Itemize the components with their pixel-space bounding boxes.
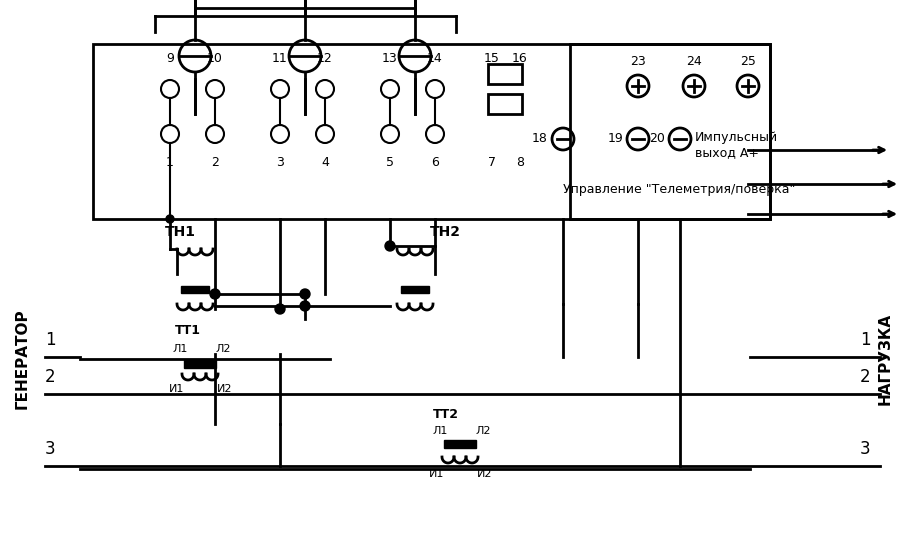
Text: 3: 3 — [276, 156, 284, 169]
Text: 15: 15 — [484, 52, 500, 65]
Text: ГЕНЕРАТОР: ГЕНЕРАТОР — [15, 309, 29, 409]
Text: И2: И2 — [217, 384, 233, 394]
Text: 4: 4 — [321, 156, 329, 169]
Text: И1: И1 — [169, 384, 185, 394]
Circle shape — [385, 241, 395, 251]
Text: 14: 14 — [427, 52, 443, 65]
Text: 11: 11 — [272, 52, 288, 65]
Text: Импульсный
выход А+: Импульсный выход А+ — [695, 131, 778, 159]
Bar — [488, 64, 522, 84]
Text: 8: 8 — [516, 156, 524, 169]
Bar — [401, 285, 429, 293]
Text: 6: 6 — [431, 156, 439, 169]
Text: ТН2: ТН2 — [430, 225, 461, 239]
Text: 13: 13 — [382, 52, 398, 65]
Text: Л1: Л1 — [172, 344, 187, 354]
Text: ТТ1: ТТ1 — [175, 325, 201, 337]
Text: 5: 5 — [386, 156, 394, 169]
Circle shape — [300, 301, 310, 311]
Text: Л1: Л1 — [432, 426, 448, 436]
Text: ТТ2: ТТ2 — [433, 408, 459, 420]
Text: 23: 23 — [630, 55, 646, 68]
Bar — [444, 440, 476, 448]
Text: НАГРУЗКА: НАГРУЗКА — [877, 313, 893, 405]
Circle shape — [210, 289, 220, 299]
Bar — [570, 44, 770, 219]
Text: 20: 20 — [649, 132, 665, 146]
Circle shape — [166, 215, 174, 223]
Text: 18: 18 — [532, 132, 548, 146]
Text: 1: 1 — [860, 331, 870, 349]
Circle shape — [300, 289, 310, 299]
Bar — [93, 44, 770, 219]
Text: 2: 2 — [45, 368, 56, 386]
Text: 3: 3 — [860, 440, 870, 458]
Text: Л2: Л2 — [475, 426, 490, 436]
Circle shape — [275, 304, 285, 314]
Text: 3: 3 — [45, 440, 56, 458]
Bar — [184, 360, 216, 368]
Text: ТН1: ТН1 — [165, 225, 196, 239]
Text: 7: 7 — [488, 156, 496, 169]
Bar — [181, 285, 209, 293]
Text: 1: 1 — [166, 156, 174, 169]
Text: 19: 19 — [607, 132, 623, 146]
Text: 12: 12 — [317, 52, 333, 65]
Text: 2: 2 — [860, 368, 870, 386]
Text: 16: 16 — [512, 52, 528, 65]
Text: Управление "Телеметрия/поверка": Управление "Телеметрия/поверка" — [563, 183, 795, 196]
Text: 9: 9 — [166, 52, 174, 65]
Text: 10: 10 — [207, 52, 223, 65]
Text: 2: 2 — [211, 156, 219, 169]
Text: 24: 24 — [686, 55, 702, 68]
Text: 25: 25 — [740, 55, 756, 68]
Text: И1: И1 — [430, 469, 445, 479]
Bar — [488, 94, 522, 114]
Text: Л2: Л2 — [216, 344, 231, 354]
Text: И2: И2 — [477, 469, 492, 479]
Text: 1: 1 — [45, 331, 56, 349]
